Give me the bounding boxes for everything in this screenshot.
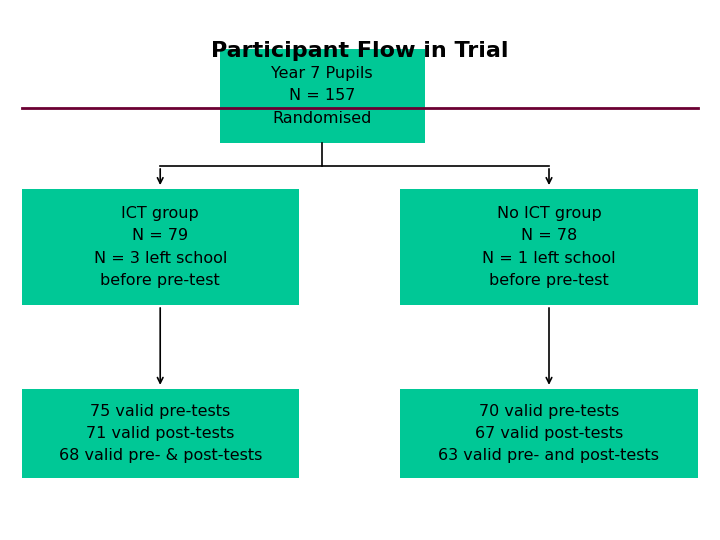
Text: No ICT group
N = 78
N = 1 left school
before pre-test: No ICT group N = 78 N = 1 left school be…: [482, 206, 616, 288]
Text: Year 7 Pupils
N = 157
Randomised: Year 7 Pupils N = 157 Randomised: [271, 66, 373, 126]
Text: ICT group
N = 79
N = 3 left school
before pre-test: ICT group N = 79 N = 3 left school befor…: [94, 206, 227, 288]
Text: 70 valid pre-tests
67 valid post-tests
63 valid pre- and post-tests: 70 valid pre-tests 67 valid post-tests 6…: [438, 403, 660, 463]
FancyBboxPatch shape: [22, 389, 299, 478]
Text: Participant Flow in Trial: Participant Flow in Trial: [211, 41, 509, 62]
Text: 75 valid pre-tests
71 valid post-tests
68 valid pre- & post-tests: 75 valid pre-tests 71 valid post-tests 6…: [58, 403, 262, 463]
FancyBboxPatch shape: [400, 189, 698, 305]
FancyBboxPatch shape: [220, 49, 425, 143]
FancyBboxPatch shape: [22, 189, 299, 305]
FancyBboxPatch shape: [400, 389, 698, 478]
